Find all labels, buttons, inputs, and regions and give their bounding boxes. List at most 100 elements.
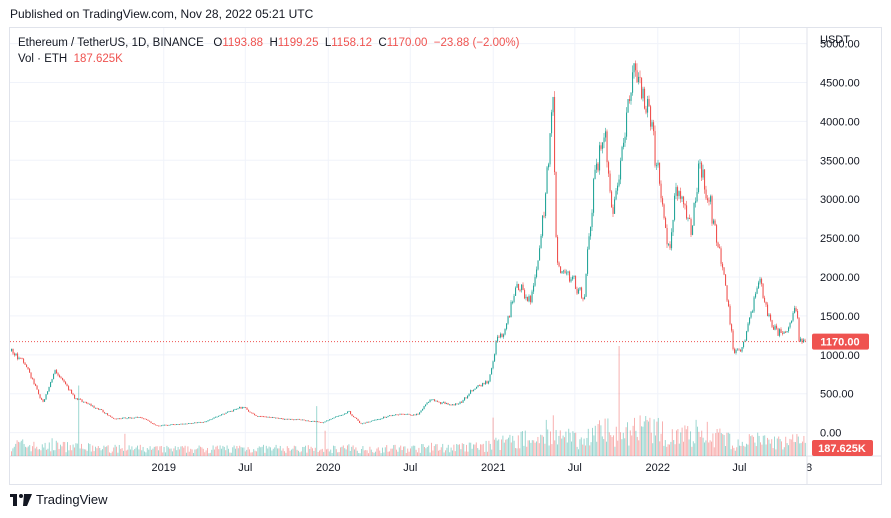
- candle-body: [212, 418, 214, 420]
- candle-body: [224, 413, 226, 415]
- candle-body: [600, 145, 602, 149]
- candle-body: [237, 408, 239, 410]
- volume-bar: [382, 447, 383, 456]
- volume-bar: [650, 432, 652, 456]
- close-value: 1170.00: [386, 37, 428, 49]
- candle-body: [18, 357, 20, 360]
- volume-bar: [788, 445, 789, 456]
- volume-bar: [414, 445, 416, 456]
- y-tick-label: 3500.00: [820, 155, 860, 167]
- candle-body: [501, 333, 503, 337]
- volume-bar: [209, 452, 211, 456]
- y-tick-label: 2000.00: [820, 272, 860, 284]
- volume-bar: [293, 445, 295, 456]
- candle-body: [357, 418, 359, 421]
- candle-body: [74, 394, 76, 399]
- candle-body: [14, 353, 16, 356]
- volume-bar: [685, 429, 687, 456]
- volume-bar: [407, 448, 409, 456]
- volume-bar: [127, 449, 129, 456]
- volume-bar: [470, 442, 472, 456]
- candle-body: [368, 421, 370, 423]
- volume-bar: [723, 435, 725, 456]
- volume-bar: [550, 431, 551, 456]
- volume-bar: [769, 443, 771, 456]
- volume-bar: [299, 452, 301, 456]
- candle-body: [758, 282, 760, 289]
- volume-bar: [403, 446, 404, 456]
- volume-bar: [233, 445, 235, 456]
- volume-bar: [648, 421, 649, 456]
- volume-bar: [506, 439, 508, 456]
- volume-bar: [484, 451, 486, 456]
- tradingview-footer[interactable]: TradingView: [10, 492, 108, 507]
- candle-body: [489, 374, 491, 382]
- candle-body: [339, 415, 341, 417]
- candle-body: [800, 338, 802, 342]
- volume-bar: [191, 449, 193, 456]
- candle-body: [438, 401, 440, 403]
- change-value: −23.88 (−2.00%): [433, 37, 520, 49]
- candle-body: [353, 415, 355, 418]
- candle-body: [444, 402, 446, 405]
- candle-body: [56, 370, 58, 374]
- candle-body: [500, 333, 502, 338]
- candle-body: [663, 204, 665, 218]
- volume-bar: [355, 447, 357, 456]
- candle-body: [597, 163, 599, 171]
- candle-body: [587, 249, 589, 274]
- candle-body: [684, 204, 686, 206]
- candle-body: [50, 382, 52, 387]
- volume-bar: [727, 432, 729, 456]
- candle-body: [488, 381, 490, 384]
- x-tick-label: Jul: [568, 462, 582, 474]
- volume-bar: [558, 435, 560, 456]
- candle-body: [452, 404, 454, 406]
- volume-bar: [412, 445, 414, 456]
- x-tick-label: Jul: [732, 462, 746, 474]
- volume-bar: [232, 447, 234, 456]
- candle-body: [315, 421, 317, 423]
- candle-body: [36, 385, 38, 390]
- candle-body: [708, 200, 710, 202]
- candle-body: [77, 398, 79, 400]
- volume-bar: [561, 438, 563, 456]
- candle-body: [753, 297, 755, 312]
- volume-bar: [198, 445, 200, 456]
- candle-body: [575, 275, 577, 289]
- volume-bar: [174, 446, 176, 456]
- candle-body: [387, 416, 389, 418]
- volume-bar: [279, 445, 281, 456]
- candle-body: [344, 413, 346, 415]
- candle-body: [126, 418, 128, 420]
- volume-bar: [748, 434, 750, 456]
- volume-bar: [635, 430, 637, 456]
- x-tick-label: 2022: [646, 462, 670, 474]
- y-tick-label: 500.00: [820, 389, 854, 401]
- candle-body: [185, 423, 187, 425]
- volume-bar: [379, 450, 381, 456]
- candle-body: [578, 289, 580, 294]
- volume-bar: [522, 431, 523, 456]
- candle-body: [287, 418, 289, 420]
- volume-bar: [526, 446, 528, 456]
- volume-bar: [239, 445, 241, 456]
- volume-bar: [351, 446, 353, 456]
- candle-body: [11, 348, 13, 351]
- volume-bar: [691, 446, 693, 456]
- volume-bar: [152, 448, 154, 456]
- volume-bar: [135, 447, 137, 456]
- volume-bar: [453, 444, 455, 456]
- volume-bar: [408, 451, 410, 456]
- volume-bar: [653, 419, 655, 456]
- candle-body: [27, 367, 29, 370]
- volume-bar: [719, 428, 721, 456]
- candle-body: [665, 217, 667, 228]
- candle-body: [719, 247, 721, 249]
- x-tick-label: 2020: [316, 462, 340, 474]
- candle-body: [771, 320, 773, 327]
- volume-bar: [480, 444, 481, 456]
- candle-body: [233, 409, 235, 412]
- candle-body: [686, 205, 688, 219]
